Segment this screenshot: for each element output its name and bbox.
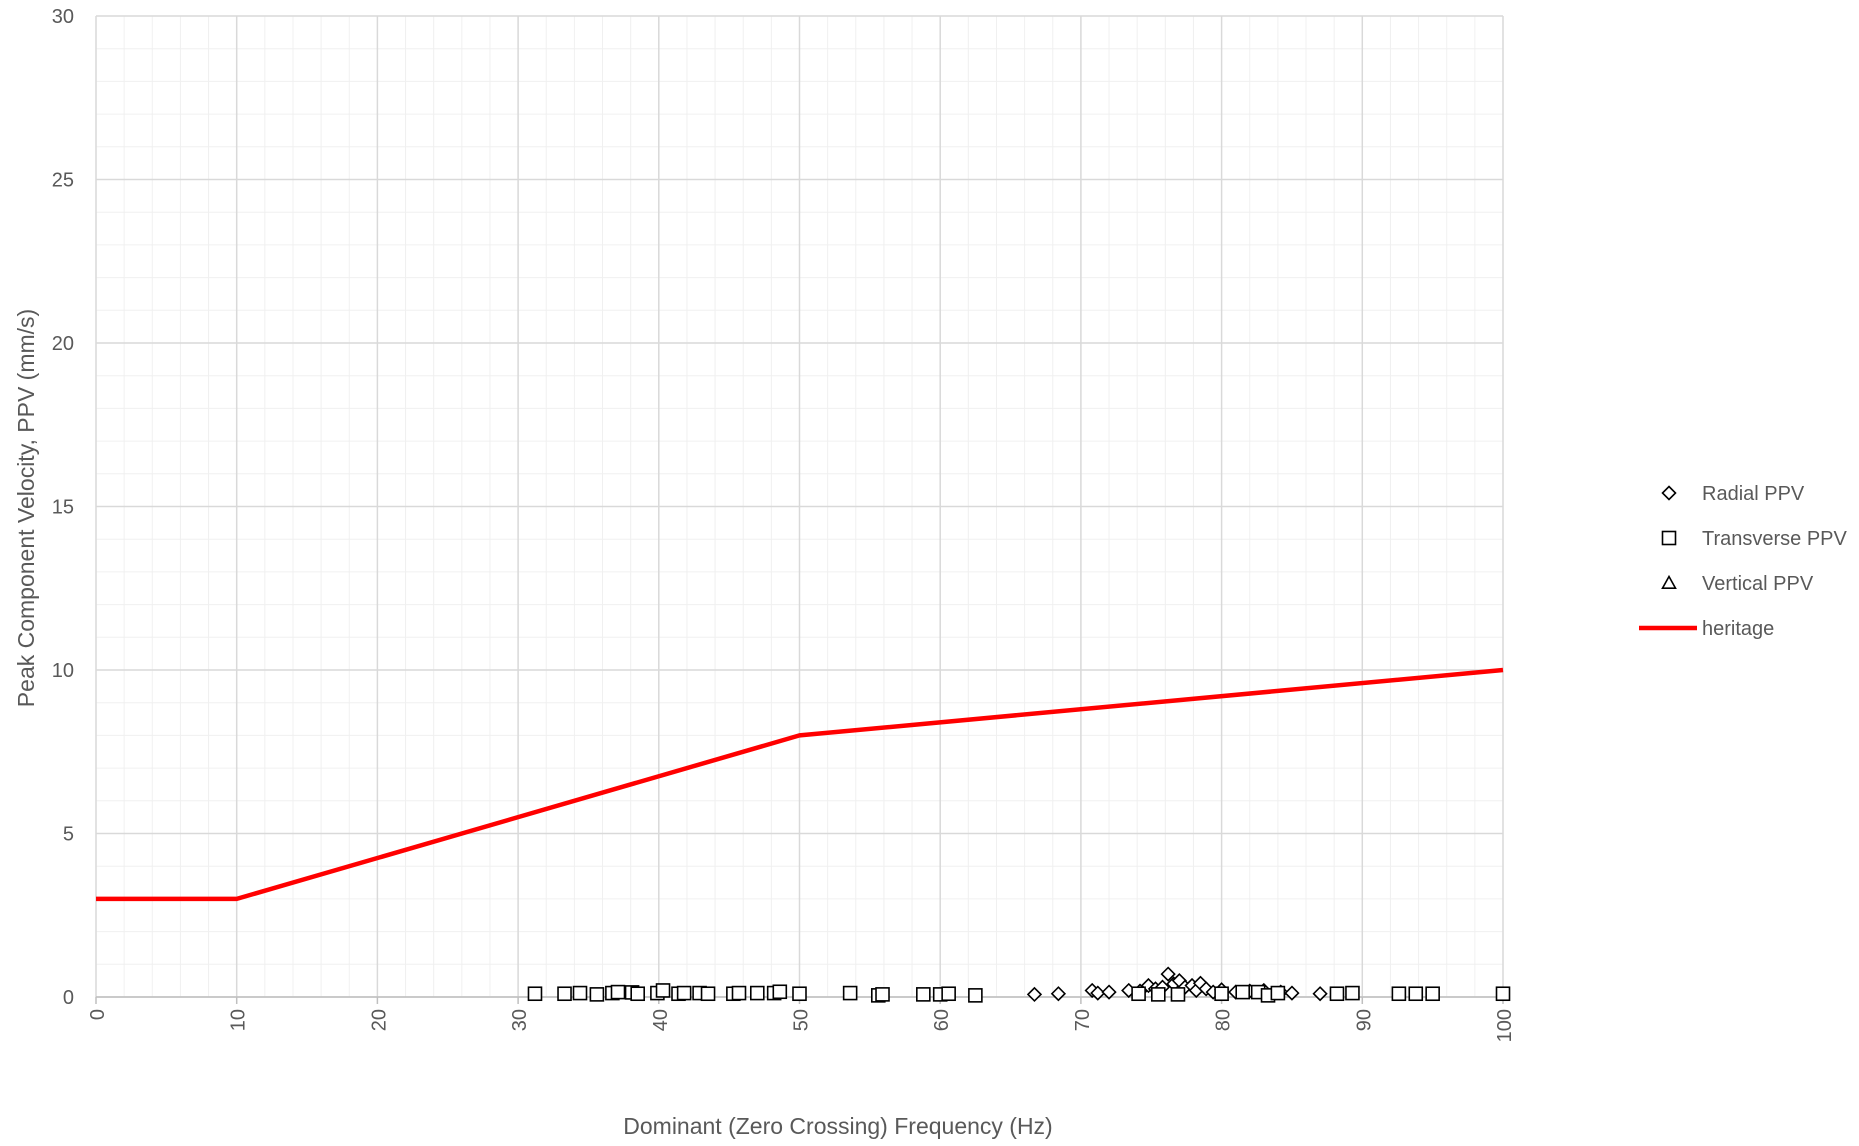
x-tick-label: 30: [509, 1009, 531, 1031]
x-tick-label: 70: [1072, 1009, 1094, 1031]
point-radial-ppv: [1160, 966, 1176, 982]
point-transverse-ppv: [875, 987, 890, 1002]
point-transverse-ppv: [610, 984, 626, 1000]
legend-swatch-diamond: [1661, 485, 1677, 501]
point-transverse-ppv: [1425, 986, 1440, 1002]
point-transverse-ppv: [1408, 986, 1424, 1002]
point-transverse-ppv: [749, 985, 765, 1001]
legend-label: Radial PPV: [1702, 483, 1805, 505]
x-tick-label: 0: [87, 1009, 109, 1020]
point-radial-ppv: [1026, 986, 1043, 1003]
series-layer: [96, 667, 1511, 1003]
point-transverse-ppv: [1329, 986, 1345, 1002]
grid-layer: [95, 15, 1504, 998]
point-transverse-ppv: [1391, 986, 1407, 1002]
x-tick-label: 40: [650, 1009, 672, 1031]
point-transverse-ppv: [557, 986, 572, 1002]
point-transverse-ppv: [572, 985, 588, 1001]
legend-label: heritage: [1702, 618, 1774, 640]
legend-item-vertical-ppv: Vertical PPV: [1661, 573, 1814, 595]
legend-swatch-triangle: [1661, 574, 1677, 590]
legend-label: Vertical PPV: [1702, 573, 1814, 595]
x-tick-label: 10: [228, 1009, 250, 1031]
legend: Radial PPV Transverse PPV Vertical PPV heri…: [1639, 483, 1848, 640]
legend-item-radial-ppv: Radial PPV: [1661, 483, 1805, 505]
point-transverse-ppv: [1214, 986, 1229, 1002]
x-tick-label: 90: [1353, 1009, 1375, 1031]
point-transverse-ppv: [792, 986, 807, 1002]
y-tick-label: 25: [52, 170, 74, 192]
point-transverse-ppv: [589, 987, 605, 1002]
y-tick-label: 20: [52, 333, 74, 355]
y-axis-title: Peak Component Velocity, PPV (mm/s): [13, 309, 39, 707]
point-transverse-ppv: [916, 987, 931, 1002]
y-tick-label: 15: [52, 497, 74, 519]
y-tick-label: 0: [63, 987, 74, 1009]
x-tick-label: 20: [368, 1009, 390, 1031]
point-transverse-ppv: [527, 986, 543, 1002]
point-radial-ppv: [1101, 984, 1117, 1000]
point-transverse-ppv: [968, 988, 983, 1003]
point-radial-ppv: [1312, 986, 1328, 1002]
point-transverse-ppv: [772, 984, 788, 1000]
point-transverse-ppv: [1150, 987, 1166, 1002]
point-transverse-ppv: [731, 985, 747, 1001]
point-transverse-ppv: [655, 983, 671, 998]
series-heritage-line: [96, 667, 1504, 902]
point-radial-ppv: [1050, 986, 1067, 1002]
point-radial-ppv: [1284, 985, 1300, 1001]
point-transverse-ppv: [1270, 985, 1286, 1001]
legend-swatch-square: [1661, 530, 1677, 546]
y-tick-label: 10: [52, 660, 74, 682]
x-axis-title: Dominant (Zero Crossing) Frequency (Hz): [623, 1113, 1052, 1139]
point-transverse-ppv: [1235, 984, 1251, 1000]
point-transverse-ppv: [1345, 985, 1360, 1001]
point-transverse-ppv: [700, 986, 716, 1002]
y-tick-label: 30: [52, 6, 74, 28]
x-tick-label: 100: [1494, 1009, 1516, 1042]
x-tick-label: 50: [791, 1009, 813, 1031]
point-transverse-ppv: [1131, 986, 1146, 1002]
point-transverse-ppv: [1495, 986, 1511, 1002]
y-tick-label: 5: [63, 824, 74, 846]
legend-item-heritage: heritage: [1639, 618, 1774, 640]
legend-label: Transverse PPV: [1702, 528, 1848, 550]
x-tick-label: 80: [1213, 1009, 1235, 1031]
legend-item-transverse-ppv: Transverse PPV: [1661, 528, 1848, 550]
point-transverse-ppv: [941, 986, 956, 1002]
point-transverse-ppv: [842, 985, 858, 1001]
point-transverse-ppv: [676, 985, 692, 1001]
point-radial-ppv: [1090, 985, 1106, 1001]
point-transverse-ppv: [630, 986, 645, 1002]
x-tick-label: 60: [931, 1009, 953, 1031]
point-transverse-ppv: [1170, 987, 1186, 1002]
